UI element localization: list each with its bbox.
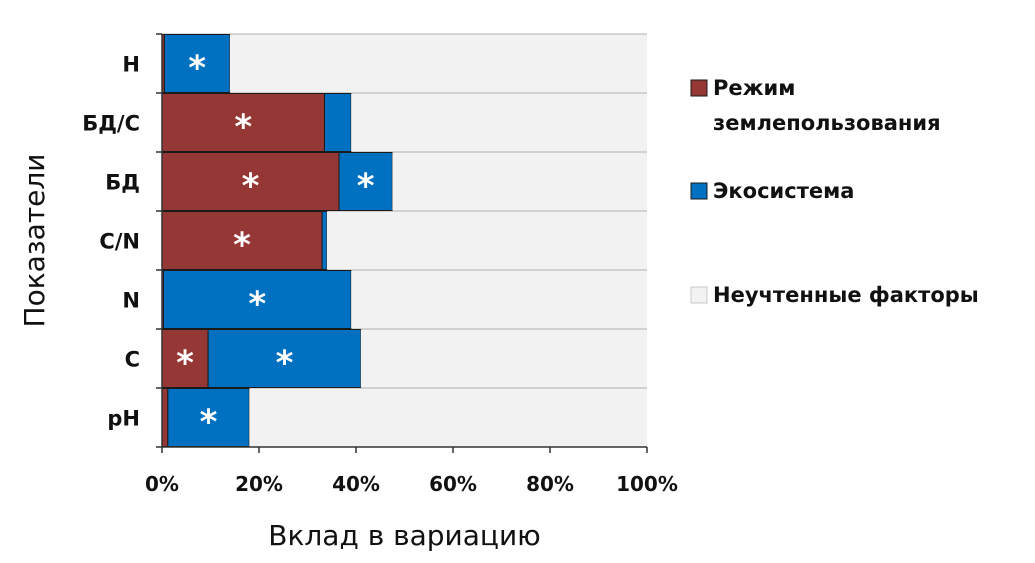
- significance-star: *: [176, 344, 194, 384]
- bar-segment: [338, 152, 393, 211]
- bar-segment: [321, 211, 328, 270]
- y-tick-label: pH: [107, 407, 140, 431]
- bar-segment: [161, 152, 340, 211]
- legend-label: Режим землепользования: [713, 76, 941, 135]
- y-tick-label: С: [125, 348, 140, 372]
- x-tick-label: 100%: [616, 472, 678, 496]
- axes: [156, 33, 648, 453]
- legend-label: Неучтенные факторы: [713, 283, 979, 307]
- y-tick-label: H: [122, 53, 140, 77]
- x-tick-labels: 0% 20% 40% 60% 80% 100%: [145, 472, 678, 496]
- significance-star: *: [242, 167, 260, 207]
- y-tick-label: БД/С: [82, 112, 140, 136]
- legend-label: Экосистема: [713, 179, 854, 203]
- bar-segment: [392, 152, 647, 211]
- significance-star: *: [357, 167, 375, 207]
- x-tick-label: 40%: [332, 472, 380, 496]
- x-tick-label: 80%: [526, 472, 574, 496]
- bar-segment: [162, 270, 352, 329]
- legend-swatch: [690, 79, 708, 97]
- bar-segment: [323, 93, 352, 152]
- legend-label-line: Режим: [713, 76, 795, 100]
- bar-segment: [207, 329, 362, 388]
- significance-star: *: [248, 285, 266, 325]
- x-tick-label: 0%: [145, 472, 179, 496]
- significance-star: *: [188, 49, 206, 89]
- bar-segment: [167, 388, 250, 447]
- legend-swatch: [690, 286, 708, 304]
- bar-segment: [351, 270, 647, 329]
- x-tick-label: 60%: [429, 472, 477, 496]
- bar-segment: [351, 93, 647, 152]
- y-axis-title: Показатели: [18, 154, 51, 328]
- legend: Режим землепользования Экосистема Неучтенны…: [690, 76, 979, 307]
- x-tick-label: 20%: [235, 472, 283, 496]
- legend-swatch: [690, 182, 708, 200]
- bar-segment: [326, 211, 647, 270]
- significance-star: *: [233, 226, 251, 266]
- bar-segment: [229, 34, 647, 93]
- bar-segment: [163, 34, 231, 93]
- bars: [161, 34, 648, 447]
- y-tick-label: С/N: [99, 230, 140, 254]
- legend-label-line: Экосистема: [713, 179, 854, 203]
- bar-segment: [249, 388, 648, 447]
- x-axis-title: Вклад в вариацию: [268, 519, 540, 552]
- legend-label-line: Неучтенные факторы: [713, 283, 979, 307]
- bar-segment: [360, 329, 647, 388]
- legend-label-line: землепользования: [713, 111, 941, 135]
- y-tick-labels: H БД/С БД С/N N СpH: [82, 53, 140, 431]
- significance-star: *: [276, 344, 294, 384]
- significance-markers: *********: [176, 49, 375, 443]
- bar-segment: [161, 388, 169, 447]
- significance-star: *: [200, 403, 218, 443]
- significance-star: *: [234, 108, 252, 148]
- y-tick-label: БД: [105, 171, 140, 195]
- y-tick-label: N: [122, 289, 140, 313]
